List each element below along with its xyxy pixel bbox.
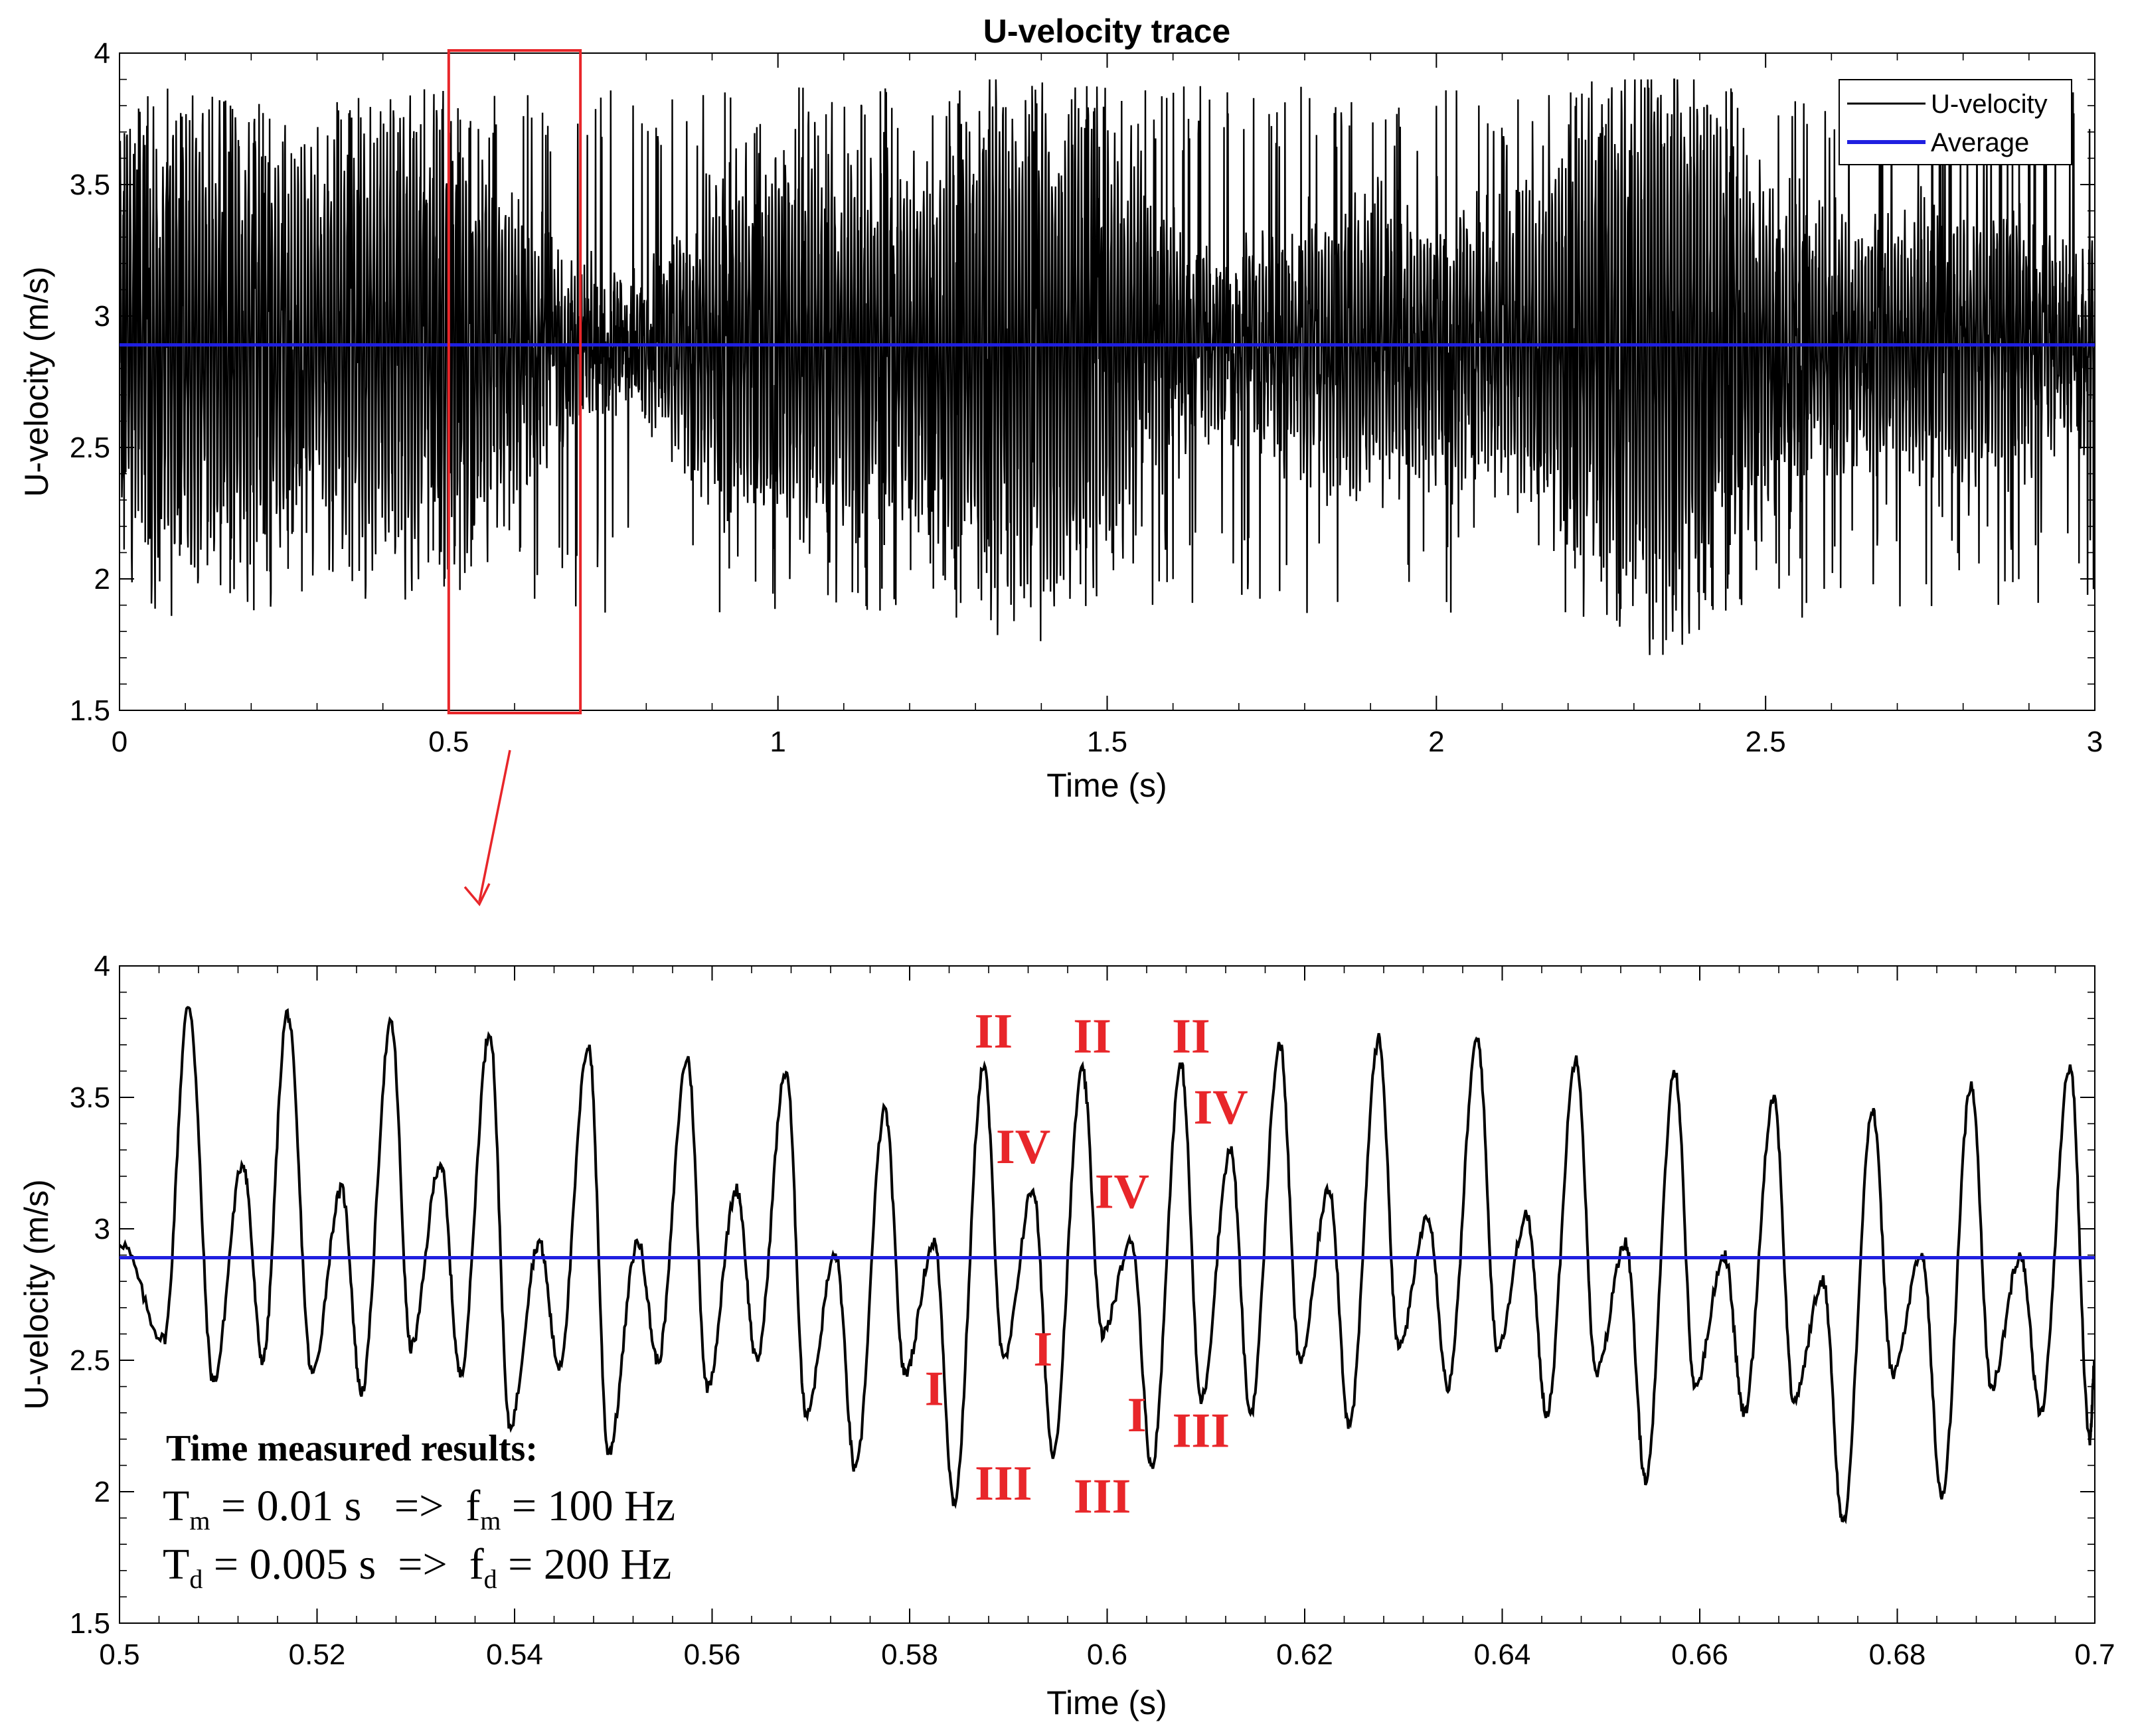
top-x-tick-label: 2.5 (1746, 726, 1786, 758)
bottom-x-tick-label: 0.7 (2074, 1638, 2115, 1671)
top-u-velocity-line (120, 78, 2094, 655)
legend-box (1839, 79, 2072, 165)
zoom-highlight-box (447, 49, 582, 714)
bottom-y-tick-label: 3.5 (70, 1081, 110, 1114)
bottom-y-tick-label: 1.5 (70, 1607, 110, 1640)
phase-label-iv: IV (996, 1120, 1050, 1174)
bottom-y-tick-label: 4 (94, 950, 110, 983)
top-x-axis-label: Time (s) (1046, 767, 1167, 804)
results-line-mod-f-sub: m (480, 1506, 501, 1536)
phase-label-ii: II (975, 1004, 1013, 1059)
top-x-tick-label: 0.5 (428, 726, 469, 758)
results-line-mod-T-val: = 0.01 s => (210, 1482, 465, 1530)
results-line-dom-T-sub: d (189, 1564, 203, 1594)
top-y-tick-label: 3.5 (70, 169, 110, 201)
phase-label-iv: IV (1095, 1164, 1149, 1219)
bottom-x-tick-label: 0.5 (99, 1638, 139, 1671)
phase-label-iii: III (1173, 1404, 1230, 1459)
top-x-tick-label: 1 (770, 726, 785, 758)
zoom-connector-arrow (463, 750, 511, 907)
results-line-dom-f-val: = 200 Hz (497, 1540, 672, 1589)
bottom-x-axis-label: Time (s) (1046, 1684, 1167, 1721)
results-line-dom-f-sub: d (484, 1564, 497, 1594)
top-y-tick-label: 4 (94, 37, 110, 70)
phase-label-ii: II (1073, 1010, 1111, 1064)
bottom-y-tick-label: 2 (94, 1476, 110, 1508)
bottom-x-tick-label: 0.52 (289, 1638, 346, 1671)
bottom-chart: 0.5 0.52 0.54 0.56 0.58 0.6 0.62 0.64 0.66 0.68 0.… (18, 950, 2115, 1721)
bottom-y-tick-label: 2.5 (70, 1344, 110, 1377)
phase-label-iv: IV (1193, 1081, 1248, 1135)
results-line-mod-f: f (465, 1482, 480, 1530)
bottom-x-tick-label: 0.66 (1671, 1638, 1728, 1671)
phase-label-iii: III (1074, 1470, 1131, 1524)
legend-label-average: Average (1931, 128, 2029, 157)
top-chart-title: U-velocity trace (983, 13, 1230, 50)
bottom-x-tick-label: 0.56 (684, 1638, 741, 1671)
results-line-mod-T-sub: m (189, 1506, 210, 1536)
top-x-tick-label: 1.5 (1087, 726, 1127, 758)
top-y-axis-label: U-velocity (m/s) (18, 266, 55, 497)
results-line-mod-T: T (163, 1482, 189, 1530)
phase-label-i: I (1033, 1322, 1052, 1377)
bottom-y-ticks: 1.5 2 2.5 3 3.5 4 (70, 950, 2095, 1640)
bottom-x-tick-label: 0.64 (1474, 1638, 1531, 1671)
bottom-x-tick-label: 0.68 (1869, 1638, 1926, 1671)
bottom-x-tick-label: 0.6 (1087, 1638, 1127, 1671)
top-y-tick-label: 1.5 (70, 694, 110, 727)
top-y-tick-label: 3 (94, 300, 110, 333)
results-line-mod-f-val: = 100 Hz (501, 1482, 675, 1530)
top-y-tick-label: 2.5 (70, 432, 110, 464)
top-chart: U-velocity trace 0 0.5 1 1.5 2 2.5 3 1.5 2 2.5 3 3… (18, 13, 2103, 804)
top-x-tick-label: 0 (112, 726, 127, 758)
results-heading: Time measured results: (166, 1428, 538, 1469)
results-box: Time measured results: Tm = 0.01 s => fm… (163, 1428, 675, 1594)
bottom-x-tick-label: 0.58 (881, 1638, 938, 1671)
top-x-tick-label: 3 (2087, 726, 2103, 758)
phase-label-i: I (1127, 1388, 1147, 1443)
phase-label-ii: II (1172, 1010, 1210, 1064)
legend-label-u-velocity: U-velocity (1931, 90, 2048, 119)
bottom-x-tick-label: 0.54 (486, 1638, 543, 1671)
results-line-dom: Td = 0.005 s => fd = 200 Hz (163, 1540, 671, 1594)
results-line-dom-f: f (469, 1540, 484, 1589)
bottom-x-tick-label: 0.62 (1276, 1638, 1333, 1671)
phase-label-iii: III (975, 1457, 1032, 1511)
legend: U-velocity Average (1839, 79, 2072, 165)
top-x-tick-label: 2 (1428, 726, 1444, 758)
top-y-tick-label: 2 (94, 563, 110, 595)
bottom-y-axis-label: U-velocity (m/s) (18, 1179, 55, 1409)
phase-label-i: I (925, 1362, 944, 1416)
results-line-dom-T: T (163, 1540, 189, 1589)
bottom-y-tick-label: 3 (94, 1213, 110, 1245)
bottom-x-ticks: 0.5 0.52 0.54 0.56 0.58 0.6 0.62 0.64 0.66 0.68 0.… (99, 966, 2115, 1671)
results-line-mod: Tm = 0.01 s => fm = 100 Hz (163, 1482, 675, 1536)
results-line-dom-T-val: = 0.005 s => (203, 1540, 469, 1589)
bottom-u-velocity-line (120, 1006, 2094, 1525)
